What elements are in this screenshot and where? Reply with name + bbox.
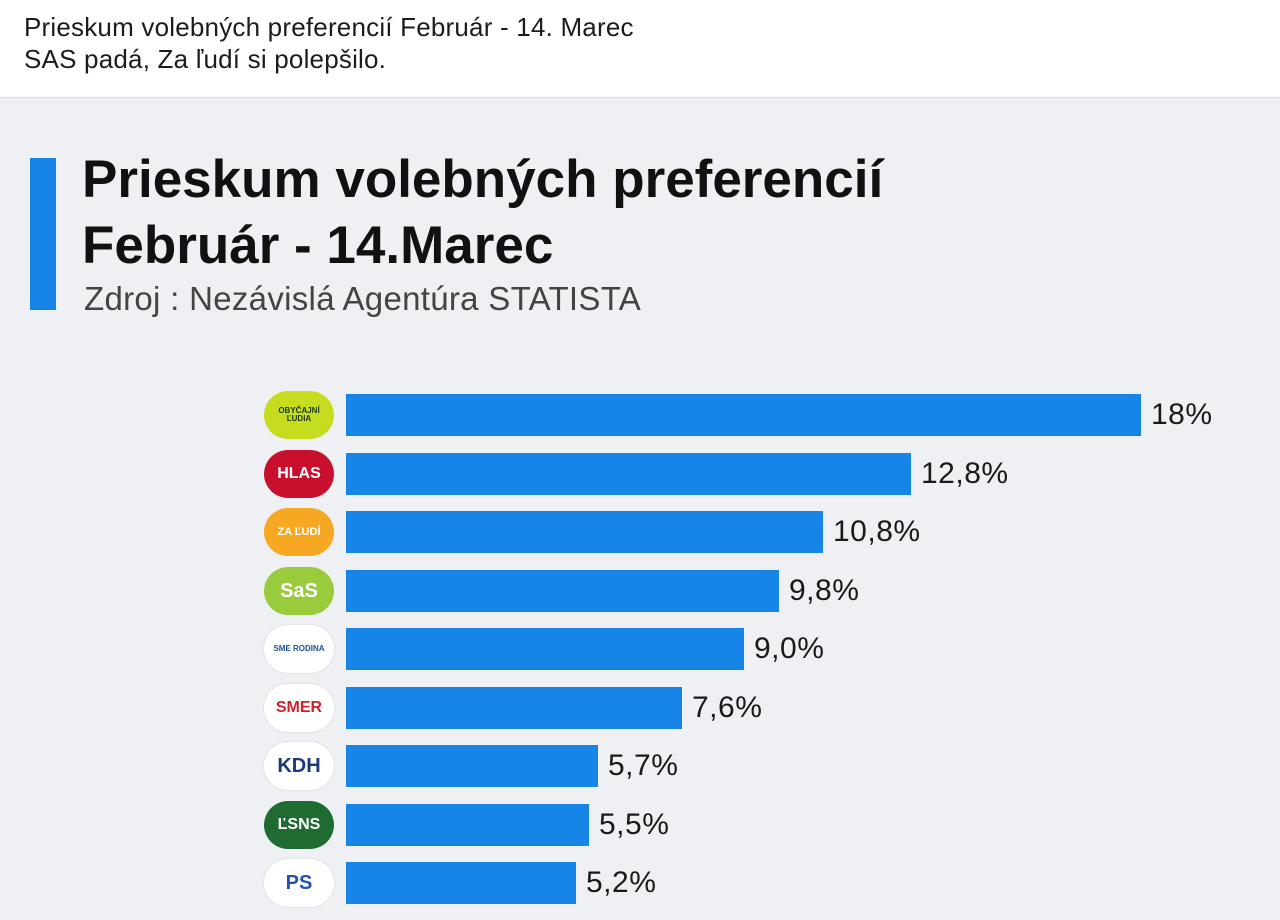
bar-hlas[interactable] <box>346 453 911 495</box>
logo-label: SMER <box>275 699 323 716</box>
bar-value-label: 10,8% <box>833 515 921 548</box>
logo-label: ĽSNS <box>277 816 321 833</box>
chart-title-line-2: Február - 14.Marec <box>82 216 554 275</box>
chart-source: Zdroj : Nezávislá Agentúra STATISTA <box>84 280 642 317</box>
kdh-logo-icon: KDH <box>264 742 334 790</box>
bar-value-label: 5,2% <box>586 866 657 899</box>
bar-value-label: 9,0% <box>754 632 825 665</box>
bar-sme-rodina[interactable] <box>346 628 744 670</box>
lsns-logo-icon: ĽSNS <box>264 801 334 849</box>
hlas-logo-icon: HLAS <box>264 450 334 498</box>
logo-label: SME RODINA <box>273 644 325 653</box>
bar-plot-area: OBYČAJNÍ ĽUDIA 18% HLAS 12,8% ZA ĽUDÍ 10,8% Sa… <box>0 98 1280 920</box>
ps-logo-icon: PS <box>264 859 334 907</box>
bar-smer[interactable] <box>346 687 682 729</box>
bar-value-label: 9,8% <box>789 574 860 607</box>
sme-rodina-logo-icon: SME RODINA <box>264 625 334 673</box>
logo-label: SaS <box>280 580 318 602</box>
za-ludi-logo-icon: ZA ĽUDÍ <box>264 508 334 556</box>
bar-ľsns[interactable] <box>346 804 589 846</box>
bar-value-label: 5,5% <box>599 808 670 841</box>
post-text-line-1: Prieskum volebných preferencií Február -… <box>24 12 634 42</box>
bar-za-ľudí[interactable] <box>346 511 823 553</box>
smer-logo-icon: SMER <box>264 684 334 732</box>
olano-logo-icon: OBYČAJNÍ ĽUDIA <box>264 391 334 439</box>
sas-logo-icon: SaS <box>264 567 334 615</box>
logo-label: KDH <box>277 755 321 777</box>
logo-label: OBYČAJNÍ ĽUDIA <box>278 406 320 423</box>
bar-value-label: 18% <box>1151 398 1213 431</box>
post-text-line-2: SAS padá, Za ľudí si polepšilo. <box>24 44 387 74</box>
bar-ps[interactable] <box>346 862 576 904</box>
bar-value-label: 5,7% <box>608 749 679 782</box>
logo-label: PS <box>285 872 313 894</box>
logo-label: HLAS <box>277 465 321 482</box>
bar-value-label: 7,6% <box>692 691 763 724</box>
title-accent-bar <box>30 158 56 310</box>
bar-kdh[interactable] <box>346 745 598 787</box>
chart-card[interactable]: Prieskum volebných preferencií Február -… <box>0 98 1280 920</box>
chart-title-line-1: Prieskum volebných preferencií <box>82 150 884 209</box>
logo-label: ZA ĽUDÍ <box>277 525 321 538</box>
post-header: Prieskum volebných preferencií Február -… <box>0 0 1280 98</box>
bar-obyčajní-ľudia[interactable] <box>346 394 1141 436</box>
bar-value-label: 12,8% <box>921 457 1009 490</box>
bar-sas[interactable] <box>346 570 779 612</box>
